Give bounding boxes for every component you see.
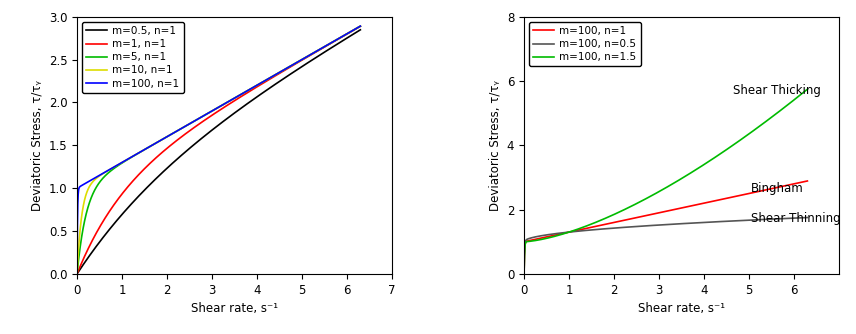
m=100, n=1.5: [568, 229, 579, 233]
m=100, n=1: [319, 45, 330, 49]
Y-axis label: Deviatoric Stress, τ/τᵧ: Deviatoric Stress, τ/τᵧ: [30, 80, 43, 211]
Line: m=100, n=0.5: m=100, n=0.5: [524, 217, 807, 274]
m=10, n=1: [181, 124, 191, 128]
m=5, n=1: [319, 45, 330, 49]
m=100, n=1: [568, 229, 579, 233]
Line: m=100, n=1.5: m=100, n=1.5: [524, 89, 807, 274]
Line: m=10, n=1: m=10, n=1: [77, 26, 360, 274]
X-axis label: Shear rate, s⁻¹: Shear rate, s⁻¹: [191, 302, 278, 315]
m=10, n=1: [319, 45, 330, 49]
m=5, n=1: [193, 117, 203, 121]
m=100, n=1: [181, 124, 191, 128]
m=10, n=1: [349, 27, 360, 31]
m=0.5, n=1: [319, 50, 330, 54]
m=1, n=1: [121, 187, 131, 191]
m=10, n=1: [104, 168, 115, 172]
m=0.5, n=1: [181, 150, 191, 154]
X-axis label: Shear rate, s⁻¹: Shear rate, s⁻¹: [638, 302, 725, 315]
m=100, n=1.5: [802, 87, 812, 91]
m=5, n=1: [104, 170, 115, 174]
m=100, n=0.5: [551, 231, 562, 235]
m=5, n=1: [349, 27, 360, 31]
m=100, n=0.5: [640, 224, 651, 228]
Line: m=0.5, n=1: m=0.5, n=1: [77, 30, 360, 274]
m=100, n=0.5: [519, 272, 529, 276]
m=0.5, n=1: [104, 227, 115, 231]
m=100, n=1: [551, 233, 562, 237]
m=100, n=1: [355, 24, 366, 28]
m=100, n=1.5: [551, 234, 562, 238]
m=1, n=1: [181, 132, 191, 136]
Y-axis label: Deviatoric Stress, τ/τᵧ: Deviatoric Stress, τ/τᵧ: [488, 80, 502, 211]
m=10, n=1: [355, 24, 366, 28]
m=100, n=1.5: [519, 272, 529, 276]
m=100, n=1: [121, 158, 131, 162]
Legend: m=0.5, n=1, m=1, n=1, m=5, n=1, m=10, n=1, m=100, n=1: m=0.5, n=1, m=1, n=1, m=5, n=1, m=10, n=…: [82, 22, 184, 93]
m=100, n=1: [72, 272, 82, 276]
m=1, n=1: [104, 209, 115, 213]
m=100, n=1: [802, 179, 812, 183]
m=0.5, n=1: [349, 31, 360, 35]
Line: m=5, n=1: m=5, n=1: [77, 26, 360, 274]
m=100, n=1: [640, 214, 651, 218]
Line: m=1, n=1: m=1, n=1: [77, 26, 360, 274]
m=10, n=1: [72, 272, 82, 276]
m=5, n=1: [355, 24, 366, 28]
m=100, n=1: [519, 272, 529, 276]
m=10, n=1: [121, 158, 131, 162]
m=1, n=1: [319, 45, 330, 49]
Line: m=100, n=1: m=100, n=1: [524, 181, 807, 274]
Text: Shear Thicking: Shear Thicking: [734, 84, 821, 97]
m=1, n=1: [72, 272, 82, 276]
m=100, n=1: [766, 187, 776, 191]
m=100, n=0.5: [627, 225, 638, 229]
m=100, n=0.5: [568, 230, 579, 234]
m=5, n=1: [72, 272, 82, 276]
m=100, n=1: [193, 117, 203, 121]
Legend: m=100, n=1, m=100, n=0.5, m=100, n=1.5: m=100, n=1, m=100, n=0.5, m=100, n=1.5: [529, 22, 641, 66]
m=100, n=1: [627, 216, 638, 220]
m=100, n=1.5: [766, 116, 776, 120]
m=1, n=1: [193, 123, 203, 127]
Text: Shear Thinning: Shear Thinning: [752, 212, 841, 225]
m=10, n=1: [193, 117, 203, 121]
m=1, n=1: [355, 24, 366, 28]
m=5, n=1: [181, 124, 191, 128]
m=100, n=0.5: [797, 216, 807, 220]
m=100, n=0.5: [766, 217, 776, 221]
m=1, n=1: [349, 27, 360, 31]
m=0.5, n=1: [355, 28, 366, 32]
m=100, n=1.5: [627, 203, 638, 207]
m=0.5, n=1: [193, 139, 203, 143]
m=100, n=1: [349, 27, 360, 31]
m=100, n=1: [104, 168, 115, 172]
m=5, n=1: [121, 158, 131, 162]
m=0.5, n=1: [121, 208, 131, 212]
Line: m=100, n=1: m=100, n=1: [77, 26, 360, 274]
m=0.5, n=1: [72, 272, 82, 276]
Text: Bingham: Bingham: [752, 182, 804, 195]
m=100, n=1: [797, 180, 807, 184]
m=100, n=1.5: [797, 92, 807, 96]
m=100, n=1.5: [640, 197, 651, 201]
m=100, n=0.5: [802, 215, 812, 219]
